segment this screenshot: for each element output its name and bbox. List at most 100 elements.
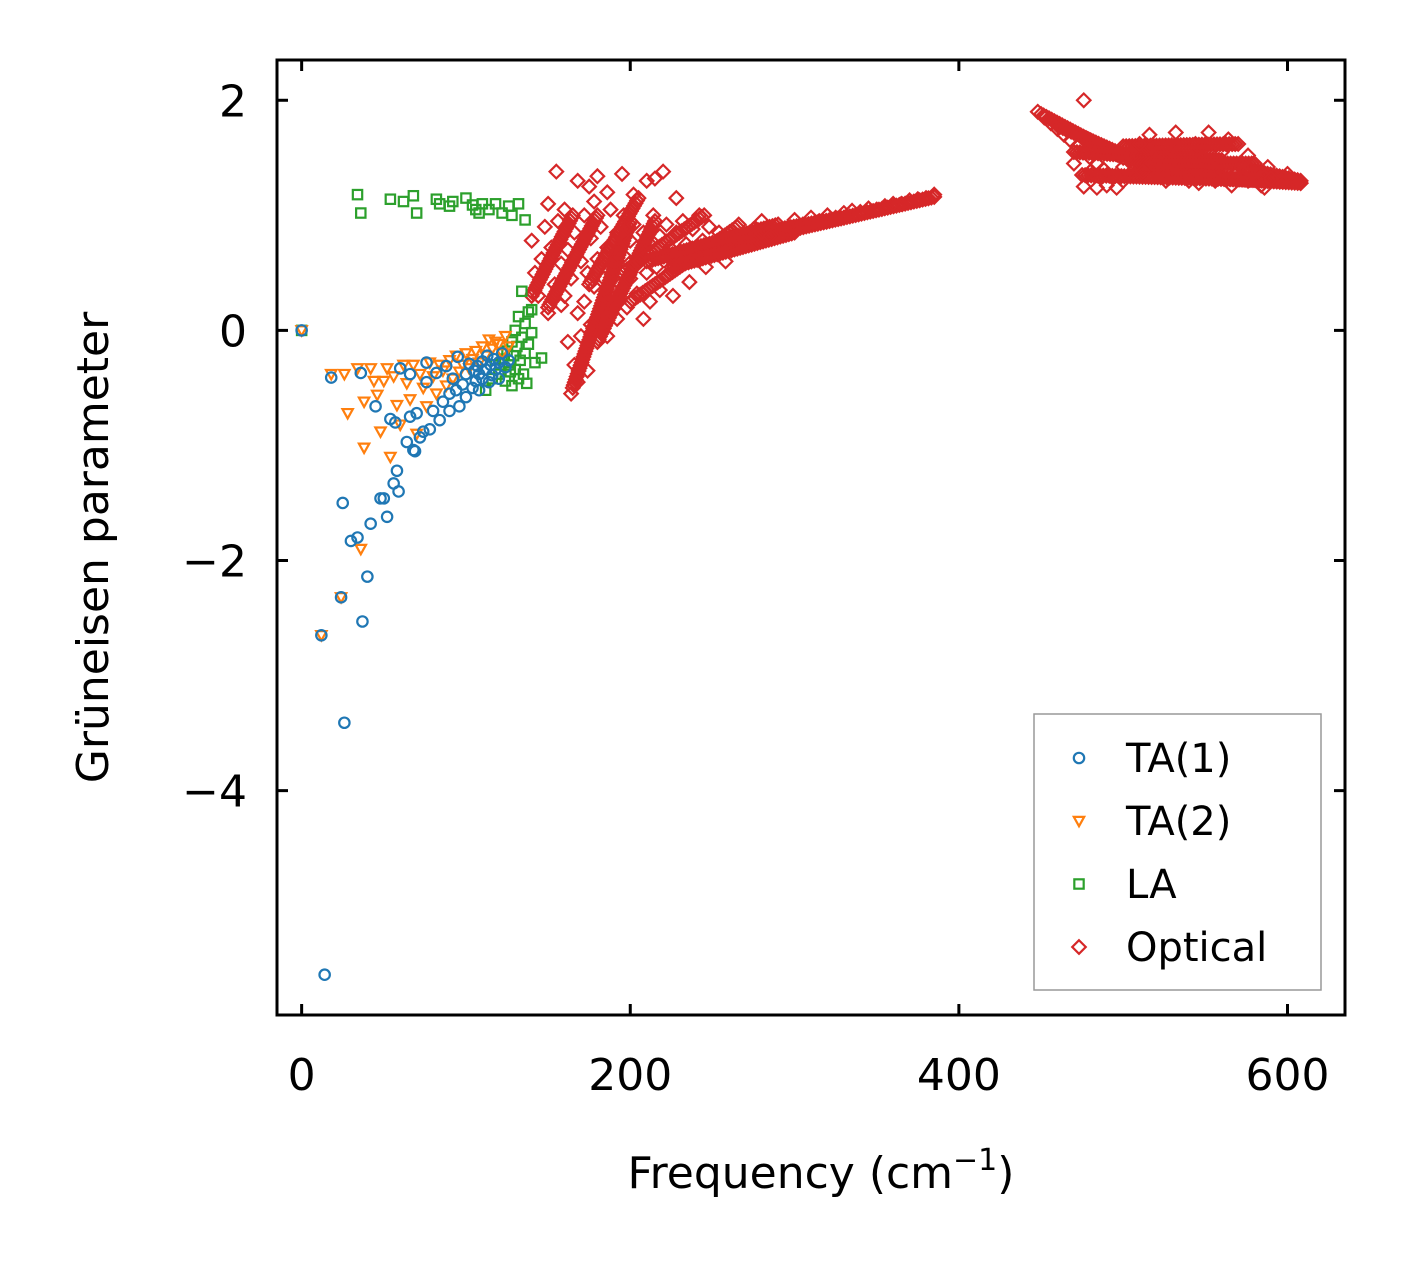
point-ta-2 (498, 330, 513, 344)
legend-marker-la (1073, 878, 1085, 890)
point-ta-2 (389, 399, 405, 413)
point-optical (674, 212, 692, 230)
point-optical (602, 287, 619, 305)
point-optical (694, 232, 711, 249)
point-optical (598, 239, 616, 256)
point-ta-1 (492, 372, 506, 386)
point-optical (631, 253, 649, 270)
point-ta-1 (315, 629, 328, 642)
point-optical (909, 190, 927, 208)
legend-label-ta-1: TA(1) (1125, 736, 1231, 782)
point-ta-1 (436, 395, 450, 409)
point-optical (1239, 172, 1257, 190)
point-optical (556, 287, 573, 305)
point-ta-1 (318, 968, 331, 982)
x-axis-label-main: Frequency (cm (628, 1148, 954, 1199)
optical-cloud-marker (920, 189, 937, 207)
point-optical (1220, 131, 1237, 148)
point-optical (549, 212, 567, 230)
point-optical (654, 163, 672, 180)
point-optical (658, 266, 675, 284)
point-optical (638, 172, 656, 190)
point-ta-2 (429, 388, 444, 402)
point-optical (761, 227, 779, 245)
legend-marker-optical (1070, 938, 1088, 956)
point-optical (569, 373, 586, 391)
point-optical (661, 239, 679, 256)
point-optical (635, 224, 652, 241)
point-optical (1114, 158, 1132, 176)
point-optical (664, 287, 682, 305)
point-ta-1 (369, 400, 382, 413)
point-optical (651, 281, 669, 299)
point-ta-1 (459, 390, 473, 404)
point-optical (612, 276, 629, 293)
point-ta-1 (364, 517, 377, 530)
point-optical (646, 170, 664, 187)
point-optical (1206, 160, 1224, 178)
point-optical (1239, 147, 1257, 164)
point-optical (1082, 163, 1099, 180)
point-optical (786, 211, 803, 229)
point-optical (566, 224, 583, 241)
point-optical (1114, 172, 1132, 190)
point-optical (778, 223, 795, 240)
y-tick-label: 0 (219, 306, 247, 357)
point-optical (644, 207, 662, 224)
point-optical (621, 270, 639, 287)
point-optical (602, 201, 619, 218)
point-optical (580, 178, 598, 195)
point-optical (589, 250, 606, 268)
point-ta-1 (443, 404, 456, 418)
point-ta-1 (466, 381, 479, 395)
point-ta-2 (412, 368, 428, 382)
point-optical (605, 258, 623, 276)
point-ta-2 (403, 394, 418, 407)
x-axis-label-superscript: −1 (953, 1143, 997, 1178)
point-ta-1 (389, 416, 402, 429)
point-optical (1154, 166, 1171, 184)
point-optical (901, 192, 918, 209)
point-optical (625, 216, 642, 233)
point-optical (618, 299, 636, 316)
point-optical (1075, 178, 1093, 195)
legend-marker-ta-2 (1071, 815, 1087, 829)
point-optical (582, 230, 600, 247)
point-ta-1 (400, 435, 414, 449)
point-optical (635, 310, 652, 328)
point-optical (608, 310, 626, 328)
point-optical (677, 235, 695, 253)
point-ta-1 (495, 347, 509, 360)
point-optical (1213, 143, 1231, 161)
point-optical (1174, 155, 1191, 172)
optical-cloud-marker (1226, 135, 1244, 153)
point-optical (1193, 149, 1211, 167)
point-optical (1098, 166, 1116, 184)
point-optical (1256, 179, 1273, 197)
point-optical (546, 276, 563, 293)
point-optical (638, 264, 656, 282)
x-tick-label: 600 (1246, 1050, 1330, 1101)
legend: TA(1) TA(2) LA Optical (1033, 713, 1322, 991)
point-ta-2 (366, 375, 382, 389)
point-ta-1 (451, 350, 465, 364)
point-optical (569, 304, 586, 322)
point-ta-2 (491, 338, 506, 352)
point-ta-1 (502, 354, 515, 367)
x-tick-label: 200 (588, 1050, 672, 1101)
point-la (525, 326, 538, 339)
point-la (520, 377, 533, 390)
point-optical (579, 264, 596, 282)
point-ta-1 (354, 366, 368, 380)
point-ta-2 (383, 451, 398, 465)
point-optical (1200, 124, 1217, 141)
point-la (384, 193, 397, 206)
point-optical (1141, 126, 1158, 144)
point-optical (667, 189, 685, 207)
point-ta-1 (499, 360, 512, 374)
point-ta-1 (430, 366, 443, 380)
point-optical (539, 304, 557, 322)
point-ta-2 (373, 426, 388, 440)
point-optical (723, 230, 741, 247)
